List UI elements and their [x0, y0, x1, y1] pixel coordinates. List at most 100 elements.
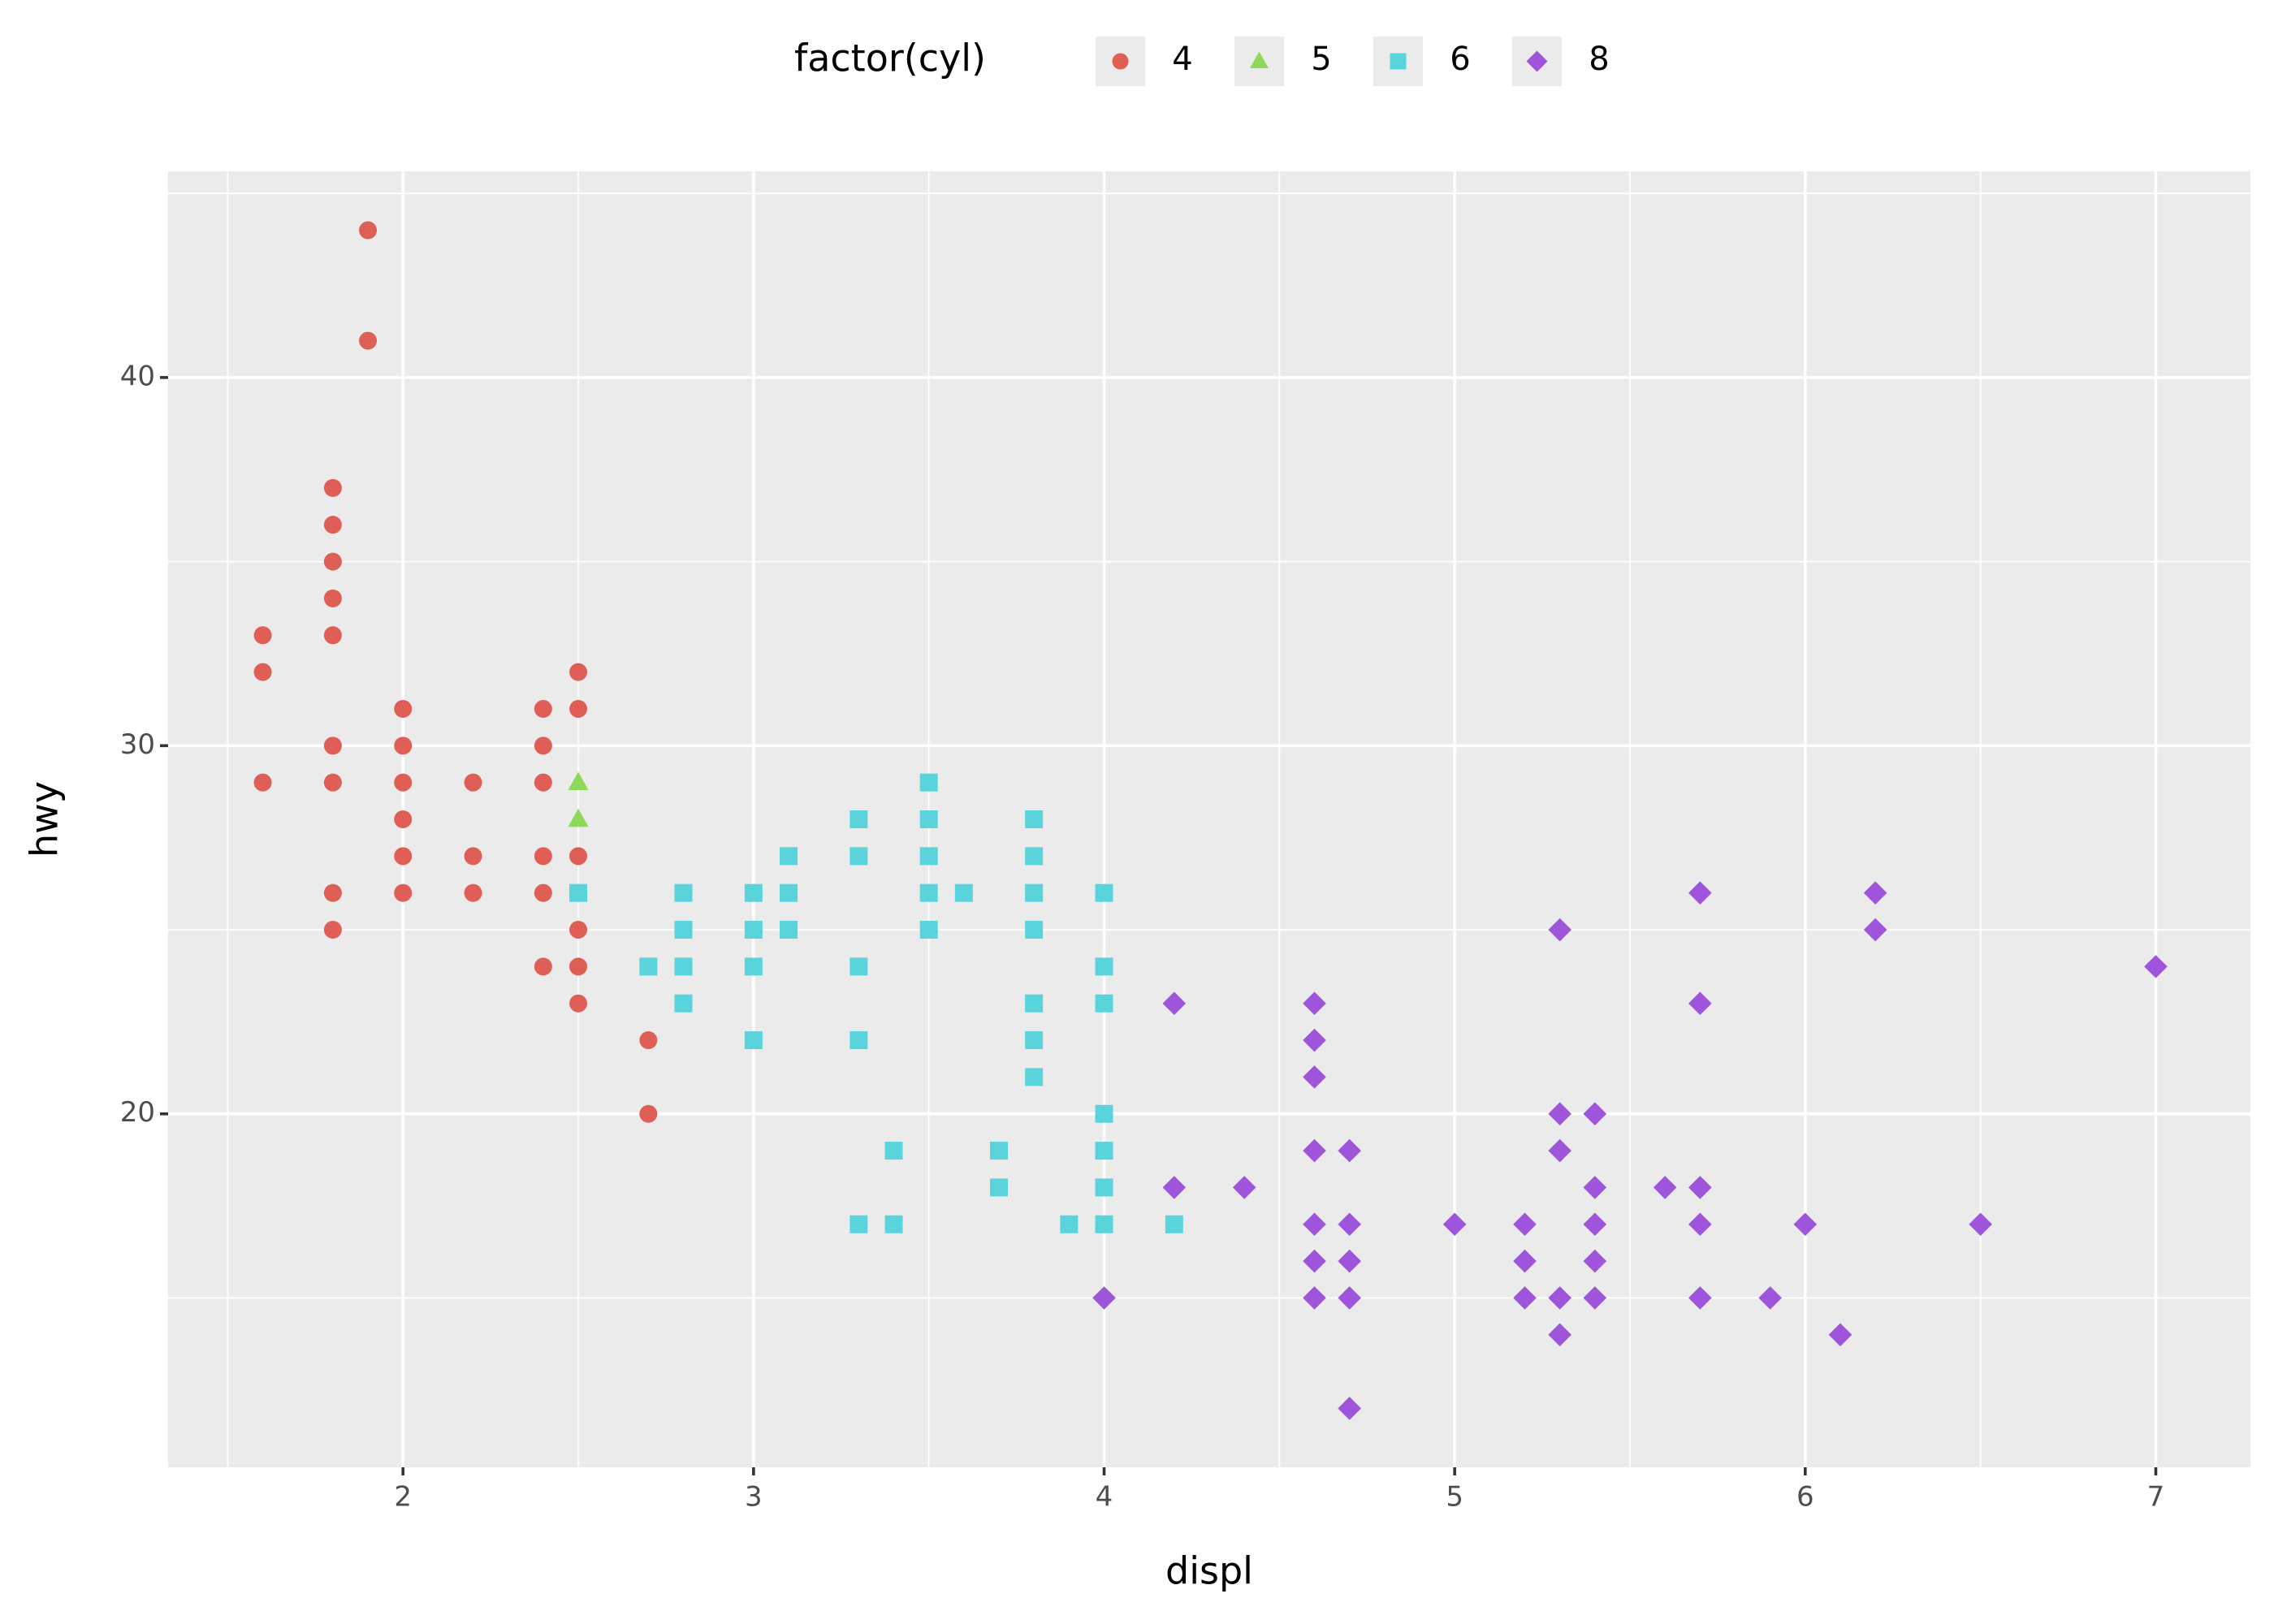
point: [1338, 1249, 1361, 1273]
point: [744, 883, 763, 902]
point: [323, 883, 342, 902]
point: [1793, 1212, 1818, 1237]
legend-symbol: [1250, 51, 1269, 68]
point: [1583, 1212, 1607, 1237]
point: [1338, 1212, 1361, 1237]
point: [1653, 1176, 1677, 1199]
point: [1688, 881, 1712, 905]
point: [1303, 1212, 1326, 1237]
point: [1338, 1138, 1361, 1163]
point: [464, 773, 482, 792]
point: [1583, 1286, 1607, 1310]
point: [1583, 1249, 1607, 1273]
point: [1688, 1286, 1712, 1310]
point: [1303, 1065, 1326, 1089]
point: [1303, 1138, 1326, 1163]
point: [1162, 991, 1187, 1016]
point: [394, 736, 413, 755]
point: [568, 771, 589, 791]
point: [1688, 991, 1712, 1016]
point: [780, 847, 798, 866]
point: [850, 847, 868, 866]
point: [394, 847, 413, 866]
point: [1548, 1102, 1571, 1126]
point: [1095, 1142, 1113, 1160]
point: [1165, 1215, 1183, 1233]
point: [568, 808, 589, 827]
point: [359, 221, 378, 240]
point: [534, 699, 552, 718]
point: [323, 921, 342, 939]
y-tick-label: 20: [120, 1096, 155, 1129]
point: [569, 699, 588, 718]
point: [919, 810, 938, 828]
point: [394, 883, 413, 902]
x-tick-label: 7: [2147, 1481, 2165, 1514]
point: [323, 478, 342, 497]
legend-symbol: [1390, 53, 1407, 70]
point: [850, 810, 868, 828]
point: [919, 883, 938, 902]
point: [884, 1215, 903, 1233]
legend-symbol: [1526, 50, 1548, 72]
point: [744, 1031, 763, 1050]
point: [569, 921, 588, 939]
point: [1688, 1176, 1712, 1199]
legend-title: factor(cyl): [794, 37, 986, 80]
point: [744, 921, 763, 939]
point: [1025, 847, 1044, 866]
point: [253, 773, 272, 792]
legend-label: 4: [1172, 41, 1192, 78]
point: [1969, 1212, 1992, 1237]
legend-label: 8: [1589, 41, 1609, 78]
point: [569, 883, 588, 902]
point: [1548, 1286, 1571, 1310]
point: [1025, 921, 1044, 939]
point: [1688, 1212, 1712, 1237]
point: [464, 847, 482, 866]
legend-label: 5: [1311, 41, 1331, 78]
point: [1095, 1215, 1113, 1233]
point: [253, 663, 272, 681]
point: [1303, 1249, 1326, 1273]
legend-symbol: [1112, 53, 1129, 70]
point: [1583, 1102, 1607, 1126]
point: [534, 847, 552, 866]
y-tick-label: 40: [120, 360, 155, 392]
point: [990, 1178, 1009, 1197]
point: [1863, 918, 1887, 942]
point: [1828, 1323, 1852, 1347]
point: [1548, 1138, 1571, 1163]
point: [1303, 991, 1326, 1016]
point: [1162, 1176, 1187, 1199]
point: [323, 773, 342, 792]
point: [569, 847, 588, 866]
x-tick-label: 6: [1796, 1481, 1814, 1514]
point: [394, 773, 413, 792]
point: [1025, 810, 1044, 828]
point: [990, 1142, 1009, 1160]
point: [1338, 1397, 1361, 1420]
point: [534, 883, 552, 902]
point: [850, 1215, 868, 1233]
point: [1095, 994, 1113, 1013]
x-tick-label: 5: [1446, 1481, 1463, 1514]
point: [1095, 957, 1113, 976]
point: [1232, 1176, 1256, 1199]
point: [850, 957, 868, 976]
point: [954, 883, 973, 902]
point: [674, 921, 693, 939]
point: [850, 1031, 868, 1050]
point: [639, 1104, 658, 1123]
point: [1303, 1028, 1326, 1052]
point: [1863, 881, 1887, 905]
point: [323, 516, 342, 534]
point: [323, 589, 342, 607]
point: [1513, 1212, 1537, 1237]
point: [780, 921, 798, 939]
point: [359, 331, 378, 350]
plot-panel: [168, 171, 2250, 1467]
point: [253, 626, 272, 645]
point: [534, 957, 552, 976]
